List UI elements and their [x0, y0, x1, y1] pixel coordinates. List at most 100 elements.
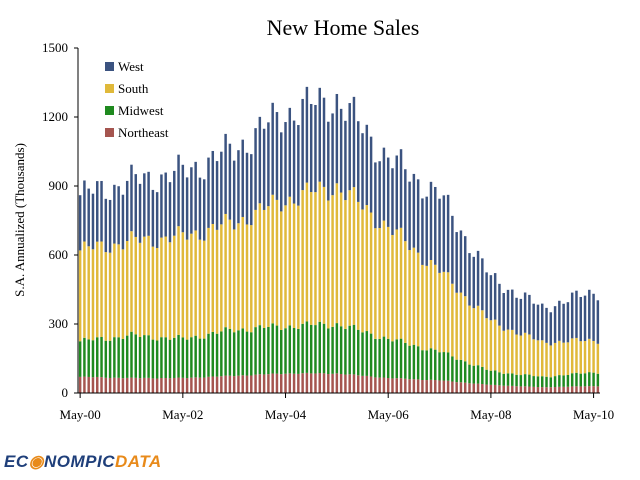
bar-midwest-53 — [305, 321, 309, 373]
bar-south-45 — [271, 194, 274, 324]
bar-west-86 — [446, 194, 450, 273]
bar-northeast-36 — [232, 376, 236, 393]
bar-midwest-114 — [566, 374, 570, 387]
bar-midwest-91 — [468, 364, 471, 384]
bar-south-60 — [335, 183, 339, 324]
bar-south-33 — [220, 224, 223, 332]
bar-west-25 — [185, 177, 189, 240]
bar-midwest-100 — [506, 373, 510, 386]
bar-south-2 — [87, 246, 90, 340]
bar-west-29 — [202, 179, 206, 241]
bar-northeast-103 — [519, 386, 523, 393]
bar-south-49 — [288, 196, 292, 326]
bar-northeast-72 — [386, 378, 390, 393]
bar-northeast-16 — [147, 377, 150, 393]
legend-label-midwest: Midwest — [118, 103, 164, 118]
bar-northeast-84 — [438, 380, 441, 393]
bar-midwest-110 — [549, 377, 553, 388]
bar-south-22 — [173, 235, 176, 338]
bar-northeast-42 — [258, 374, 262, 393]
bar-midwest-78 — [412, 344, 416, 380]
bar-midwest-71 — [382, 336, 386, 378]
bar-west-64 — [352, 96, 356, 188]
bar-west-47 — [280, 132, 283, 212]
bar-midwest-46 — [275, 325, 279, 374]
bar-west-91 — [468, 253, 471, 306]
bar-northeast-108 — [541, 387, 544, 393]
bar-south-12 — [130, 231, 133, 332]
bar-midwest-117 — [579, 373, 582, 387]
bar-south-64 — [352, 187, 356, 325]
bar-west-99 — [502, 293, 505, 331]
bar-south-90 — [463, 296, 467, 362]
bar-northeast-112 — [558, 386, 561, 393]
bar-south-106 — [532, 339, 535, 377]
bar-west-53 — [305, 86, 309, 183]
bar-west-37 — [237, 150, 240, 224]
legend-swatch-midwest — [105, 106, 114, 115]
bar-northeast-59 — [331, 373, 334, 393]
bar-midwest-45 — [271, 323, 274, 374]
bar-south-76 — [404, 241, 407, 343]
bar-midwest-18 — [155, 340, 159, 379]
bar-south-31 — [211, 223, 215, 332]
bar-northeast-9 — [117, 377, 120, 393]
bar-northeast-32 — [215, 376, 219, 393]
bar-midwest-111 — [553, 376, 557, 388]
bar-northeast-119 — [588, 386, 591, 393]
bar-midwest-94 — [481, 366, 484, 385]
y-tick-label: 0 — [62, 385, 69, 400]
bar-northeast-44 — [267, 374, 270, 393]
x-tick-label: May-02 — [162, 407, 203, 422]
bar-northeast-75 — [399, 378, 403, 393]
bar-northeast-52 — [301, 373, 304, 393]
bar-west-70 — [378, 161, 381, 229]
bar-south-67 — [365, 205, 369, 332]
bar-midwest-16 — [147, 335, 150, 378]
bar-midwest-80 — [421, 350, 424, 380]
bar-northeast-82 — [429, 379, 433, 393]
bar-west-77 — [408, 181, 411, 251]
bar-northeast-31 — [211, 376, 215, 393]
bar-south-108 — [541, 340, 544, 377]
bar-midwest-52 — [301, 323, 304, 374]
bar-midwest-116 — [575, 372, 578, 387]
bar-midwest-5 — [100, 336, 103, 378]
bar-west-67 — [365, 124, 369, 206]
bar-south-37 — [237, 223, 240, 331]
bar-south-120 — [592, 340, 595, 373]
bar-west-33 — [220, 151, 223, 225]
bar-west-28 — [198, 177, 202, 240]
bar-west-83 — [434, 186, 437, 265]
bar-northeast-58 — [327, 374, 330, 393]
bar-south-14 — [138, 242, 142, 337]
bar-south-107 — [536, 340, 540, 377]
bar-west-45 — [271, 102, 274, 195]
bar-northeast-26 — [190, 377, 193, 393]
bar-northeast-38 — [241, 375, 244, 393]
bar-northeast-115 — [570, 386, 574, 393]
bar-midwest-20 — [164, 337, 167, 378]
bar-northeast-109 — [545, 387, 548, 393]
bar-northeast-118 — [583, 386, 587, 393]
bar-south-5 — [100, 241, 103, 337]
bar-south-115 — [570, 338, 574, 374]
bar-south-25 — [185, 239, 189, 340]
bar-midwest-37 — [237, 330, 240, 376]
bar-west-3 — [91, 193, 95, 250]
bar-south-59 — [331, 195, 334, 327]
bar-midwest-21 — [168, 339, 172, 379]
bar-south-82 — [429, 260, 433, 349]
y-tick-label: 300 — [49, 316, 69, 331]
bar-midwest-81 — [425, 350, 428, 381]
bar-south-104 — [523, 332, 527, 375]
bar-west-17 — [151, 189, 155, 247]
bar-west-84 — [438, 198, 441, 273]
bar-northeast-37 — [237, 375, 240, 393]
bar-west-75 — [399, 149, 403, 228]
bar-midwest-25 — [185, 339, 189, 379]
bar-northeast-66 — [361, 375, 364, 393]
bar-west-15 — [143, 173, 146, 237]
bar-midwest-55 — [314, 325, 317, 374]
bar-northeast-27 — [194, 377, 197, 393]
